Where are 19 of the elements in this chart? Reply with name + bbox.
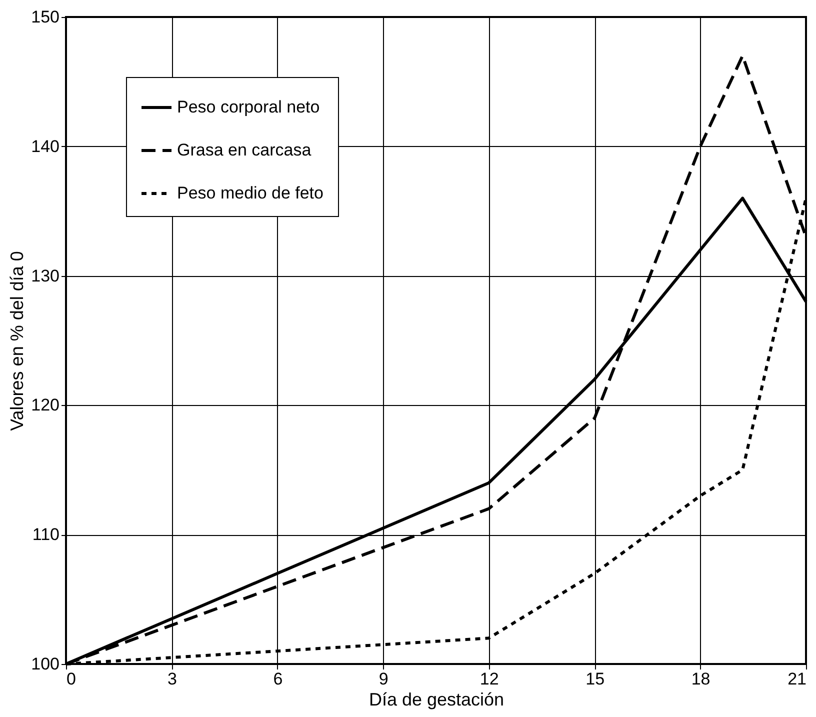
y-tick-label: 150 bbox=[31, 8, 60, 26]
legend-label: Peso medio de feto bbox=[177, 184, 324, 202]
x-tick-label: 9 bbox=[378, 670, 388, 688]
x-tick-label: 6 bbox=[273, 670, 283, 688]
x-tick-label: 15 bbox=[586, 670, 605, 688]
x-tick-label: 0 bbox=[66, 670, 76, 688]
y-tick-label: 110 bbox=[32, 525, 60, 544]
x-tick-label: 3 bbox=[167, 670, 177, 688]
y-tick-label: 100 bbox=[31, 654, 60, 674]
legend-label: Peso corporal neto bbox=[177, 98, 320, 116]
y-tick-label: 140 bbox=[31, 136, 60, 156]
x-tick-label: 18 bbox=[691, 670, 710, 688]
x-tick-label: 12 bbox=[480, 670, 499, 688]
y-tick-label: 130 bbox=[31, 266, 60, 286]
legend-label: Grasa en carcasa bbox=[177, 140, 312, 160]
x-axis-title: Día de gestación bbox=[368, 690, 504, 710]
y-axis-title: Valores en % del día 0 bbox=[7, 251, 28, 431]
x-tick-label: 21 bbox=[788, 670, 806, 688]
y-tick-label: 120 bbox=[31, 396, 60, 415]
